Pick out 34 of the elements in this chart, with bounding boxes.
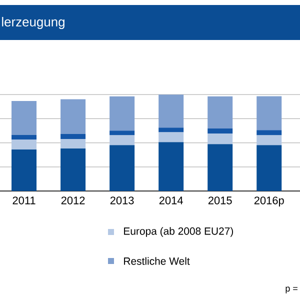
bar [256,130,282,136]
x-tick-label: 2015 [208,196,232,204]
bar [12,100,37,135]
bar [110,130,135,136]
bar [208,134,233,144]
text: p = [286,286,298,294]
bar [60,139,86,149]
bar [158,128,184,132]
bar [60,99,86,134]
x-tick-label: 2012 [61,196,85,204]
bar [158,94,184,128]
bar [208,144,233,192]
chart-title: lerzeugung [2,16,64,30]
legend-label: Restliche Welt [124,257,190,265]
bar [256,135,282,146]
x-tick-label: 2011 [12,196,36,204]
bar [110,145,135,192]
bar [110,96,135,131]
bar [12,134,37,140]
bar [208,96,233,129]
x-tick-label: 2013 [110,196,134,204]
bar [158,142,184,192]
bar [12,140,37,150]
bar [256,145,282,192]
x-tick-label: 2016p [254,196,284,206]
x-tick-label: 2014 [159,196,183,204]
bar [208,128,233,134]
bar [110,135,135,146]
bar [60,134,86,140]
bar [12,149,37,192]
bar [158,132,184,142]
legend-label: Europa (ab 2008 EU27) [124,227,234,237]
bar [60,148,86,192]
bar [256,96,282,130]
